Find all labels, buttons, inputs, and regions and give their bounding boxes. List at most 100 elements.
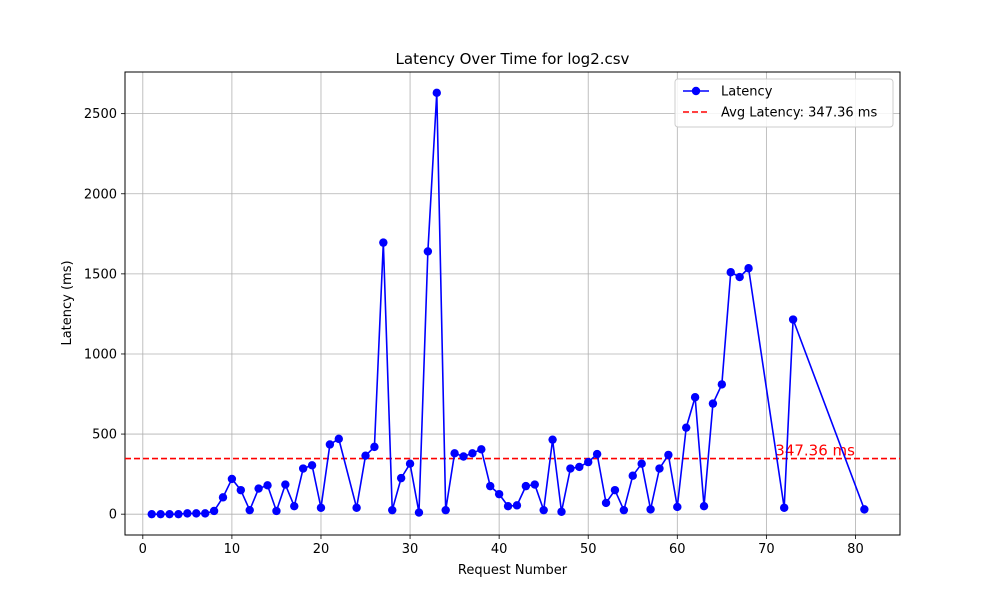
data-point (334, 434, 343, 444)
data-point (450, 449, 459, 458)
grid (125, 72, 900, 535)
data-point (281, 480, 290, 489)
y-tick-label: 1500 (84, 267, 117, 282)
data-point (664, 450, 673, 460)
data-point (699, 501, 709, 511)
latency-series-line (151, 92, 866, 515)
data-point (566, 464, 575, 473)
data-point (717, 380, 727, 389)
x-tick-label: 80 (847, 542, 864, 557)
data-point (619, 505, 629, 515)
data-point (512, 501, 522, 510)
legend-avg-label: Avg Latency: 347.36 ms (721, 106, 877, 121)
data-point (592, 449, 602, 459)
data-point (637, 459, 646, 468)
x-tick-label: 30 (402, 542, 419, 557)
data-point (468, 449, 477, 458)
x-tick-label: 70 (758, 542, 775, 557)
data-point (405, 459, 415, 468)
data-point (788, 315, 798, 324)
data-point (628, 471, 637, 480)
data-point (272, 506, 281, 516)
data-point (557, 507, 566, 516)
data-point (521, 481, 531, 491)
data-point (414, 508, 424, 517)
data-point (601, 498, 611, 508)
data-point (477, 445, 486, 454)
data-point (298, 464, 308, 473)
data-point (646, 505, 655, 514)
data-point (352, 503, 361, 512)
data-point (174, 509, 183, 519)
data-point (379, 238, 388, 247)
data-point (147, 509, 156, 519)
data-point (325, 440, 335, 449)
data-point (432, 88, 441, 98)
y-tick-label: 2500 (84, 107, 117, 122)
data-point (423, 247, 433, 256)
y-axis-label: Latency (ms) (60, 260, 75, 345)
chart-title: Latency Over Time for log2.csv (396, 50, 630, 68)
data-point (165, 509, 174, 519)
data-point (548, 435, 557, 444)
x-tick-label: 50 (580, 542, 597, 557)
series-group (147, 88, 869, 519)
reference-line-group: 347.36 ms (125, 442, 900, 460)
data-point (503, 501, 513, 511)
data-point (690, 393, 700, 402)
data-point (459, 452, 468, 461)
data-point (610, 485, 620, 495)
data-point (708, 399, 718, 408)
data-point (192, 509, 201, 518)
y-tick-label: 1000 (84, 347, 117, 362)
data-point (673, 502, 682, 512)
legend-latency-label: Latency (721, 85, 773, 100)
y-tick-label: 0 (109, 508, 117, 523)
data-point (779, 503, 789, 512)
data-point (316, 503, 326, 512)
data-point (682, 423, 691, 432)
data-point (218, 493, 228, 502)
data-point (290, 501, 299, 511)
data-point (361, 451, 370, 460)
data-point (860, 505, 869, 514)
data-point (735, 272, 744, 282)
data-point (245, 505, 254, 515)
data-point (254, 484, 263, 493)
y-tick-label: 2000 (84, 187, 117, 202)
y-tick-label: 500 (92, 428, 117, 443)
data-point (209, 506, 219, 516)
data-point (227, 474, 237, 484)
data-point (307, 461, 317, 470)
data-point (575, 462, 584, 472)
avg-latency-annotation: 347.36 ms (775, 442, 855, 460)
data-point (183, 509, 192, 518)
x-tick-label: 20 (313, 542, 330, 557)
data-point (263, 481, 272, 490)
data-point (388, 505, 397, 515)
data-point (200, 509, 210, 518)
data-point (441, 505, 450, 515)
data-point (744, 264, 753, 273)
data-point (396, 473, 406, 483)
x-tick-label: 0 (139, 542, 147, 557)
plot-frame (124, 71, 901, 536)
data-point (486, 481, 495, 491)
legend-box (674, 78, 894, 128)
legend: Latency Avg Latency: 347.36 ms (674, 78, 894, 128)
data-point (584, 457, 593, 467)
axis-ticks: 0 10 20 30 40 50 60 70 80 0 500 1000 1500 2000 2500 (84, 107, 864, 557)
data-point (494, 489, 504, 499)
data-point (655, 464, 664, 473)
x-tick-label: 10 (224, 542, 241, 557)
x-tick-label: 60 (669, 542, 686, 557)
data-point (156, 509, 165, 519)
x-axis-label: Request Number (458, 563, 568, 578)
plot-area-border (124, 71, 901, 536)
data-point (370, 442, 379, 452)
legend-latency-marker (691, 86, 701, 96)
x-tick-label: 40 (491, 542, 508, 557)
data-point (530, 480, 539, 489)
data-point (726, 268, 735, 277)
